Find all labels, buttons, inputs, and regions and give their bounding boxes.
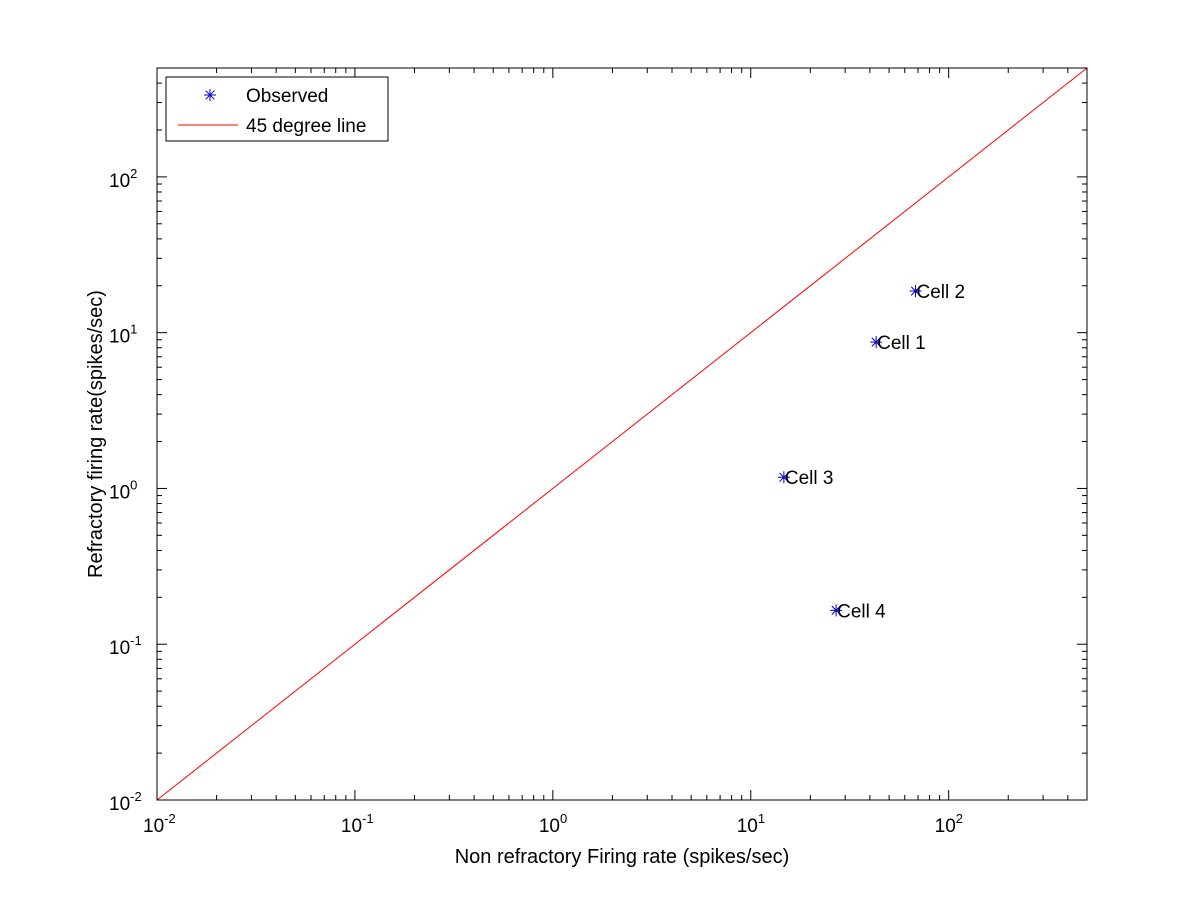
y-tick-label: 101 [109,322,137,348]
y-axis-title: Refractory firing rate(spikes/sec) [85,290,107,578]
marker-stroke [205,90,215,100]
marker-stroke [910,286,921,296]
x-tick-label: 10-1 [341,811,374,837]
point-label: Cell 3 [785,468,834,489]
asterisk-marker [909,285,922,298]
legend-label: Observed [246,86,328,107]
y-tick-labels: 10-2 10-1 100 101 102 [109,166,142,815]
point-label: Cell 2 [917,282,966,303]
reference-line-45-degree [156,67,1088,801]
minor-ticks [157,68,1087,800]
x-tick-label: 101 [737,811,765,837]
asterisk-marker [777,471,790,484]
asterisk-marker [830,604,843,617]
x-tick-label: 100 [539,811,567,837]
plot-frame [156,67,1088,801]
marker-stroke [831,605,841,616]
x-axis-title: Non refractory Firing rate (spikes/sec) [455,846,790,868]
y-tick-label: 10-1 [109,633,142,659]
marker-stroke [779,472,789,482]
series-layer: Cell 1 Cell 2 Cell 3 Cell 4 [156,67,1088,801]
x-tick-label: 102 [935,811,963,837]
y-tick-label: 102 [109,166,137,192]
legend-label: 45 degree line [246,116,366,137]
legend: Observed 45 degree line [165,76,389,142]
asterisk-marker [870,336,883,349]
point-label: Cell 1 [877,333,926,354]
asterisk-marker [204,89,216,101]
legend-box [165,76,389,142]
y-tick-label: 100 [109,477,137,503]
x-tick-label: 10-2 [143,811,176,837]
marker-stroke [871,337,881,347]
y-tick-label: 10-2 [109,789,142,815]
point-label: Cell 4 [837,601,886,622]
x-tick-labels: 10-2 10-1 100 101 102 [143,811,963,837]
